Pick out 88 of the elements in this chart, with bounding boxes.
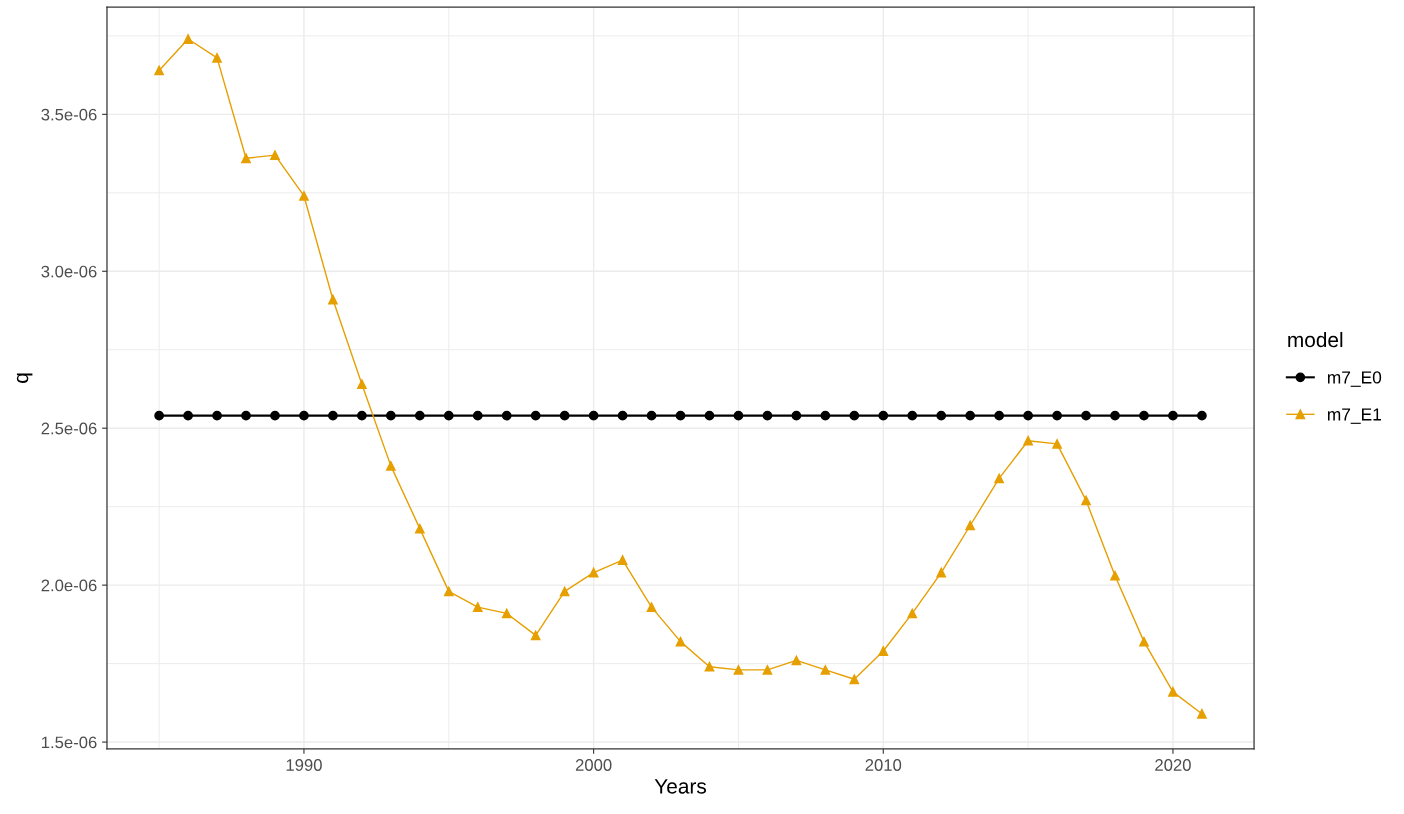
y-tick-label: 3.5e-06 — [41, 108, 97, 121]
point — [965, 410, 976, 421]
point — [501, 410, 512, 421]
point — [588, 567, 599, 578]
point — [212, 410, 222, 421]
point — [1110, 410, 1120, 421]
y-tick-label: 1.5e-06 — [42, 736, 97, 749]
point — [270, 150, 280, 161]
point — [1139, 636, 1149, 647]
point — [154, 410, 164, 421]
point — [241, 410, 251, 421]
point — [328, 294, 338, 305]
point — [1197, 410, 1207, 421]
point — [472, 602, 483, 612]
point — [675, 636, 686, 647]
y-axis-title: q — [16, 373, 33, 383]
point — [385, 460, 396, 471]
point — [385, 410, 396, 421]
point — [617, 410, 628, 421]
point — [1081, 495, 1091, 506]
point — [994, 410, 1005, 421]
point — [1023, 435, 1033, 446]
point — [820, 410, 831, 421]
point — [154, 65, 164, 76]
point — [1081, 410, 1091, 421]
point — [646, 602, 657, 612]
point — [965, 520, 976, 531]
x-tick-label: 2020 — [1155, 759, 1191, 771]
point — [530, 410, 541, 421]
x-tick-label: 1990 — [286, 759, 322, 771]
point — [472, 410, 483, 421]
point — [357, 379, 367, 390]
point — [994, 473, 1005, 484]
point — [791, 655, 802, 666]
point — [443, 410, 454, 421]
point — [1052, 410, 1062, 421]
point — [1168, 410, 1178, 421]
point — [588, 410, 599, 421]
point — [878, 410, 889, 421]
x-tick-label: 2000 — [575, 759, 612, 771]
point — [559, 586, 570, 597]
point — [907, 410, 918, 421]
point — [762, 665, 773, 675]
y-tick-label: 2.5e-06 — [41, 422, 97, 435]
point — [212, 52, 222, 63]
point — [762, 410, 773, 421]
x-axis-title: Years — [654, 779, 707, 794]
point — [675, 410, 686, 421]
point — [1197, 708, 1207, 719]
point — [1168, 686, 1178, 697]
point — [791, 410, 802, 421]
point — [328, 410, 338, 421]
point — [501, 608, 512, 619]
point — [414, 523, 425, 534]
point — [299, 410, 309, 421]
point — [936, 410, 947, 421]
point — [183, 410, 193, 421]
point — [183, 34, 193, 44]
point — [704, 410, 715, 421]
point — [878, 646, 889, 656]
point — [1052, 439, 1062, 449]
point — [241, 153, 251, 164]
point — [1110, 570, 1120, 581]
point — [907, 608, 918, 619]
point — [414, 410, 425, 421]
point — [299, 191, 309, 201]
point — [443, 586, 454, 597]
y-tick-label: 2.0e-06 — [41, 579, 97, 592]
x-tick-label: 2010 — [865, 759, 902, 771]
point — [704, 661, 715, 672]
legend-label: m7_E0 — [1327, 371, 1382, 387]
point — [849, 410, 860, 421]
point — [1139, 410, 1149, 421]
point — [733, 410, 744, 421]
point — [820, 665, 831, 675]
point — [1023, 410, 1033, 421]
point — [559, 410, 570, 421]
point — [270, 410, 280, 421]
point — [530, 630, 541, 641]
point — [733, 665, 744, 675]
legend-label: m7_E1 — [1327, 408, 1381, 424]
legend-title: model — [1288, 331, 1343, 348]
point — [617, 555, 628, 565]
point — [646, 410, 657, 421]
point — [936, 567, 947, 578]
point — [357, 410, 367, 421]
y-tick-label: 3.0e-06 — [41, 265, 97, 278]
point — [849, 674, 860, 685]
